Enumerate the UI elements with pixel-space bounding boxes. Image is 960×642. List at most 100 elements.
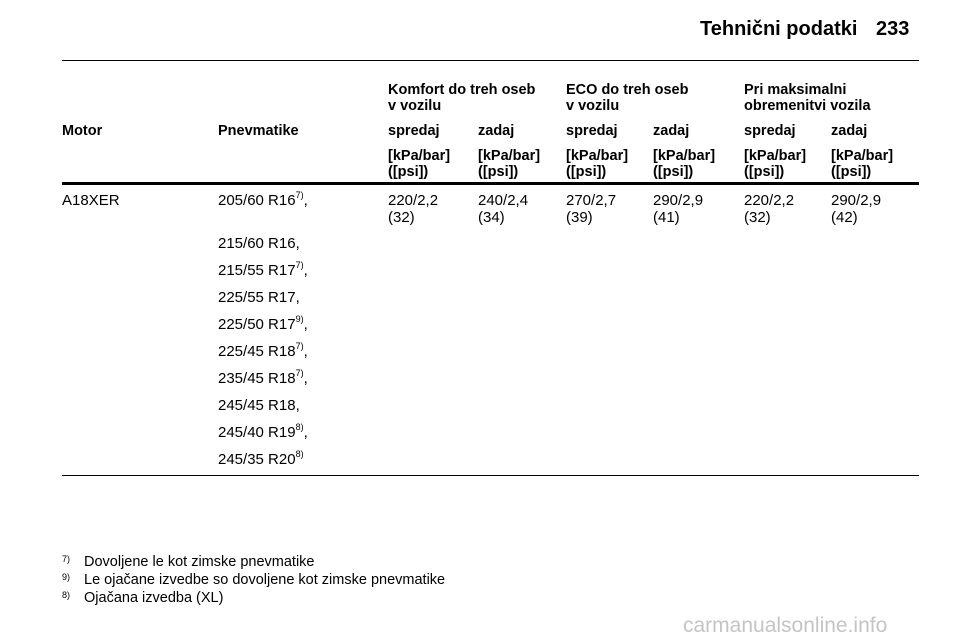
col-header-rear: zadaj xyxy=(831,123,868,139)
unit-header: [kPa/bar] ([psi]) xyxy=(831,148,893,180)
footnote-mark: 7) xyxy=(62,554,71,564)
unit-line: ([psi]) xyxy=(388,164,429,180)
footnote-ref: 7) xyxy=(295,260,304,270)
pressure-value: 220/2,2 xyxy=(388,192,439,209)
tyre-size-text: 225/50 R17 xyxy=(218,316,296,333)
tyre-size: 215/55 R177), xyxy=(218,260,308,280)
pressure-psi: (32) xyxy=(388,209,415,226)
pressure-psi: (32) xyxy=(744,209,771,226)
footnote-ref: 9) xyxy=(295,314,304,324)
pressure-value: 240/2,4 xyxy=(478,192,529,209)
tyre-size: 245/40 R198), xyxy=(218,422,308,442)
pressure-cell: 240/2,4 (34) xyxy=(478,192,528,226)
col-header-front: spredaj xyxy=(388,123,440,139)
pressure-psi: (34) xyxy=(478,209,505,226)
tyre-size: 225/55 R17, xyxy=(218,289,300,306)
tyre-size-tail: , xyxy=(303,343,308,360)
unit-header: [kPa/bar] ([psi]) xyxy=(388,148,450,180)
tyre-size-text: 245/40 R19 xyxy=(218,424,296,441)
group-header-comfort: Komfort do treh oseb v vozilu xyxy=(388,82,535,114)
footnote-text: Ojačana izvedba (XL) xyxy=(84,590,224,606)
footnote: 9) Le ojačane izvedbe so dovoljene kot zi… xyxy=(62,572,445,589)
group-header-line: Pri maksimalni xyxy=(744,82,847,98)
pressure-cell: 290/2,9 (41) xyxy=(653,192,703,226)
pressure-cell: 220/2,2 (32) xyxy=(388,192,438,226)
tyre-size-text: 215/60 R16, xyxy=(218,235,300,252)
unit-line: ([psi]) xyxy=(831,164,872,180)
tyre-size-text: 225/55 R17, xyxy=(218,289,300,306)
footnote-ref: 7) xyxy=(295,368,304,378)
unit-header: [kPa/bar] ([psi]) xyxy=(653,148,715,180)
table-header-rule xyxy=(62,182,919,185)
col-header-front: spredaj xyxy=(744,123,796,139)
footnote-ref: 8) xyxy=(295,449,304,459)
tyre-size: 245/35 R208) xyxy=(218,449,304,469)
watermark: carmanualsonline.info xyxy=(683,614,888,637)
unit-line: [kPa/bar] xyxy=(653,148,716,164)
pressure-psi: (42) xyxy=(831,209,858,226)
unit-line: ([psi]) xyxy=(744,164,785,180)
pressure-cell: 290/2,9 (42) xyxy=(831,192,881,226)
unit-line: [kPa/bar] xyxy=(744,148,807,164)
tyre-size-tail: , xyxy=(303,370,308,387)
footnote-mark: 8) xyxy=(62,590,71,600)
pressure-value: 290/2,9 xyxy=(653,192,704,209)
group-header-line: v vozilu xyxy=(566,98,620,114)
tyre-size-text: 245/45 R18, xyxy=(218,397,300,414)
col-header-rear: zadaj xyxy=(478,123,515,139)
pressure-value: 290/2,9 xyxy=(831,192,882,209)
footnote: 8) Ojačana izvedba (XL) xyxy=(62,590,223,607)
unit-line: [kPa/bar] xyxy=(566,148,629,164)
footnote-ref: 7) xyxy=(295,190,304,200)
tyre-size-text: 235/45 R18 xyxy=(218,370,296,387)
tyre-size-tail: , xyxy=(303,192,308,209)
header-rule xyxy=(62,60,919,61)
unit-header: [kPa/bar] ([psi]) xyxy=(566,148,628,180)
motor-cell: A18XER xyxy=(62,192,120,209)
table-bottom-rule xyxy=(62,475,919,476)
pressure-cell: 270/2,7 (39) xyxy=(566,192,616,226)
tyre-size-text: 225/45 R18 xyxy=(218,343,296,360)
unit-line: [kPa/bar] xyxy=(478,148,541,164)
col-header-motor: Motor xyxy=(62,123,103,139)
tyre-size: 215/60 R16, xyxy=(218,235,300,252)
group-header-line: v vozilu xyxy=(388,98,442,114)
footnote-text: Le ojačane izvedbe so dovoljene kot zims… xyxy=(84,572,446,588)
group-header-eco: ECO do treh oseb v vozilu xyxy=(566,82,688,114)
col-header-tyres: Pnevmatike xyxy=(218,123,299,139)
footnote-mark: 9) xyxy=(62,572,71,582)
group-header-line: ECO do treh oseb xyxy=(566,82,689,98)
col-header-rear: zadaj xyxy=(653,123,690,139)
footnote-ref: 8) xyxy=(295,422,304,432)
tyre-size: 225/50 R179), xyxy=(218,314,308,334)
tyre-size-tail: , xyxy=(303,262,308,279)
footnote-text: Dovoljene le kot zimske pnevmatike xyxy=(84,554,315,570)
unit-line: ([psi]) xyxy=(566,164,607,180)
pressure-cell: 220/2,2 (32) xyxy=(744,192,794,226)
group-header-line: Komfort do treh oseb xyxy=(388,82,536,98)
tyre-size-text: 205/60 R16 xyxy=(218,192,296,209)
pressure-psi: (41) xyxy=(653,209,680,226)
page-title: Tehnični podatki xyxy=(700,18,858,40)
group-header-max-load: Pri maksimalni obremenitvi vozila xyxy=(744,82,871,114)
group-header-line: obremenitvi vozila xyxy=(744,98,871,114)
unit-line: ([psi]) xyxy=(653,164,694,180)
unit-line: ([psi]) xyxy=(478,164,519,180)
tyre-size-text: 215/55 R17 xyxy=(218,262,296,279)
pressure-psi: (39) xyxy=(566,209,593,226)
tyre-size-tail: , xyxy=(303,316,308,333)
tyre-size-tail: , xyxy=(303,424,308,441)
tyre-size: 235/45 R187), xyxy=(218,368,308,388)
page-number: 233 xyxy=(876,18,910,40)
footnote-ref: 7) xyxy=(295,341,304,351)
col-header-front: spredaj xyxy=(566,123,618,139)
tyre-size: 205/60 R167), xyxy=(218,190,308,210)
tyre-size: 225/45 R187), xyxy=(218,341,308,361)
footnote: 7) Dovoljene le kot zimske pnevmatike xyxy=(62,554,315,571)
pressure-value: 270/2,7 xyxy=(566,192,617,209)
unit-header: [kPa/bar] ([psi]) xyxy=(478,148,540,180)
unit-line: [kPa/bar] xyxy=(388,148,451,164)
pressure-value: 220/2,2 xyxy=(744,192,795,209)
unit-line: [kPa/bar] xyxy=(831,148,894,164)
tyre-size-text: 245/35 R20 xyxy=(218,451,296,468)
